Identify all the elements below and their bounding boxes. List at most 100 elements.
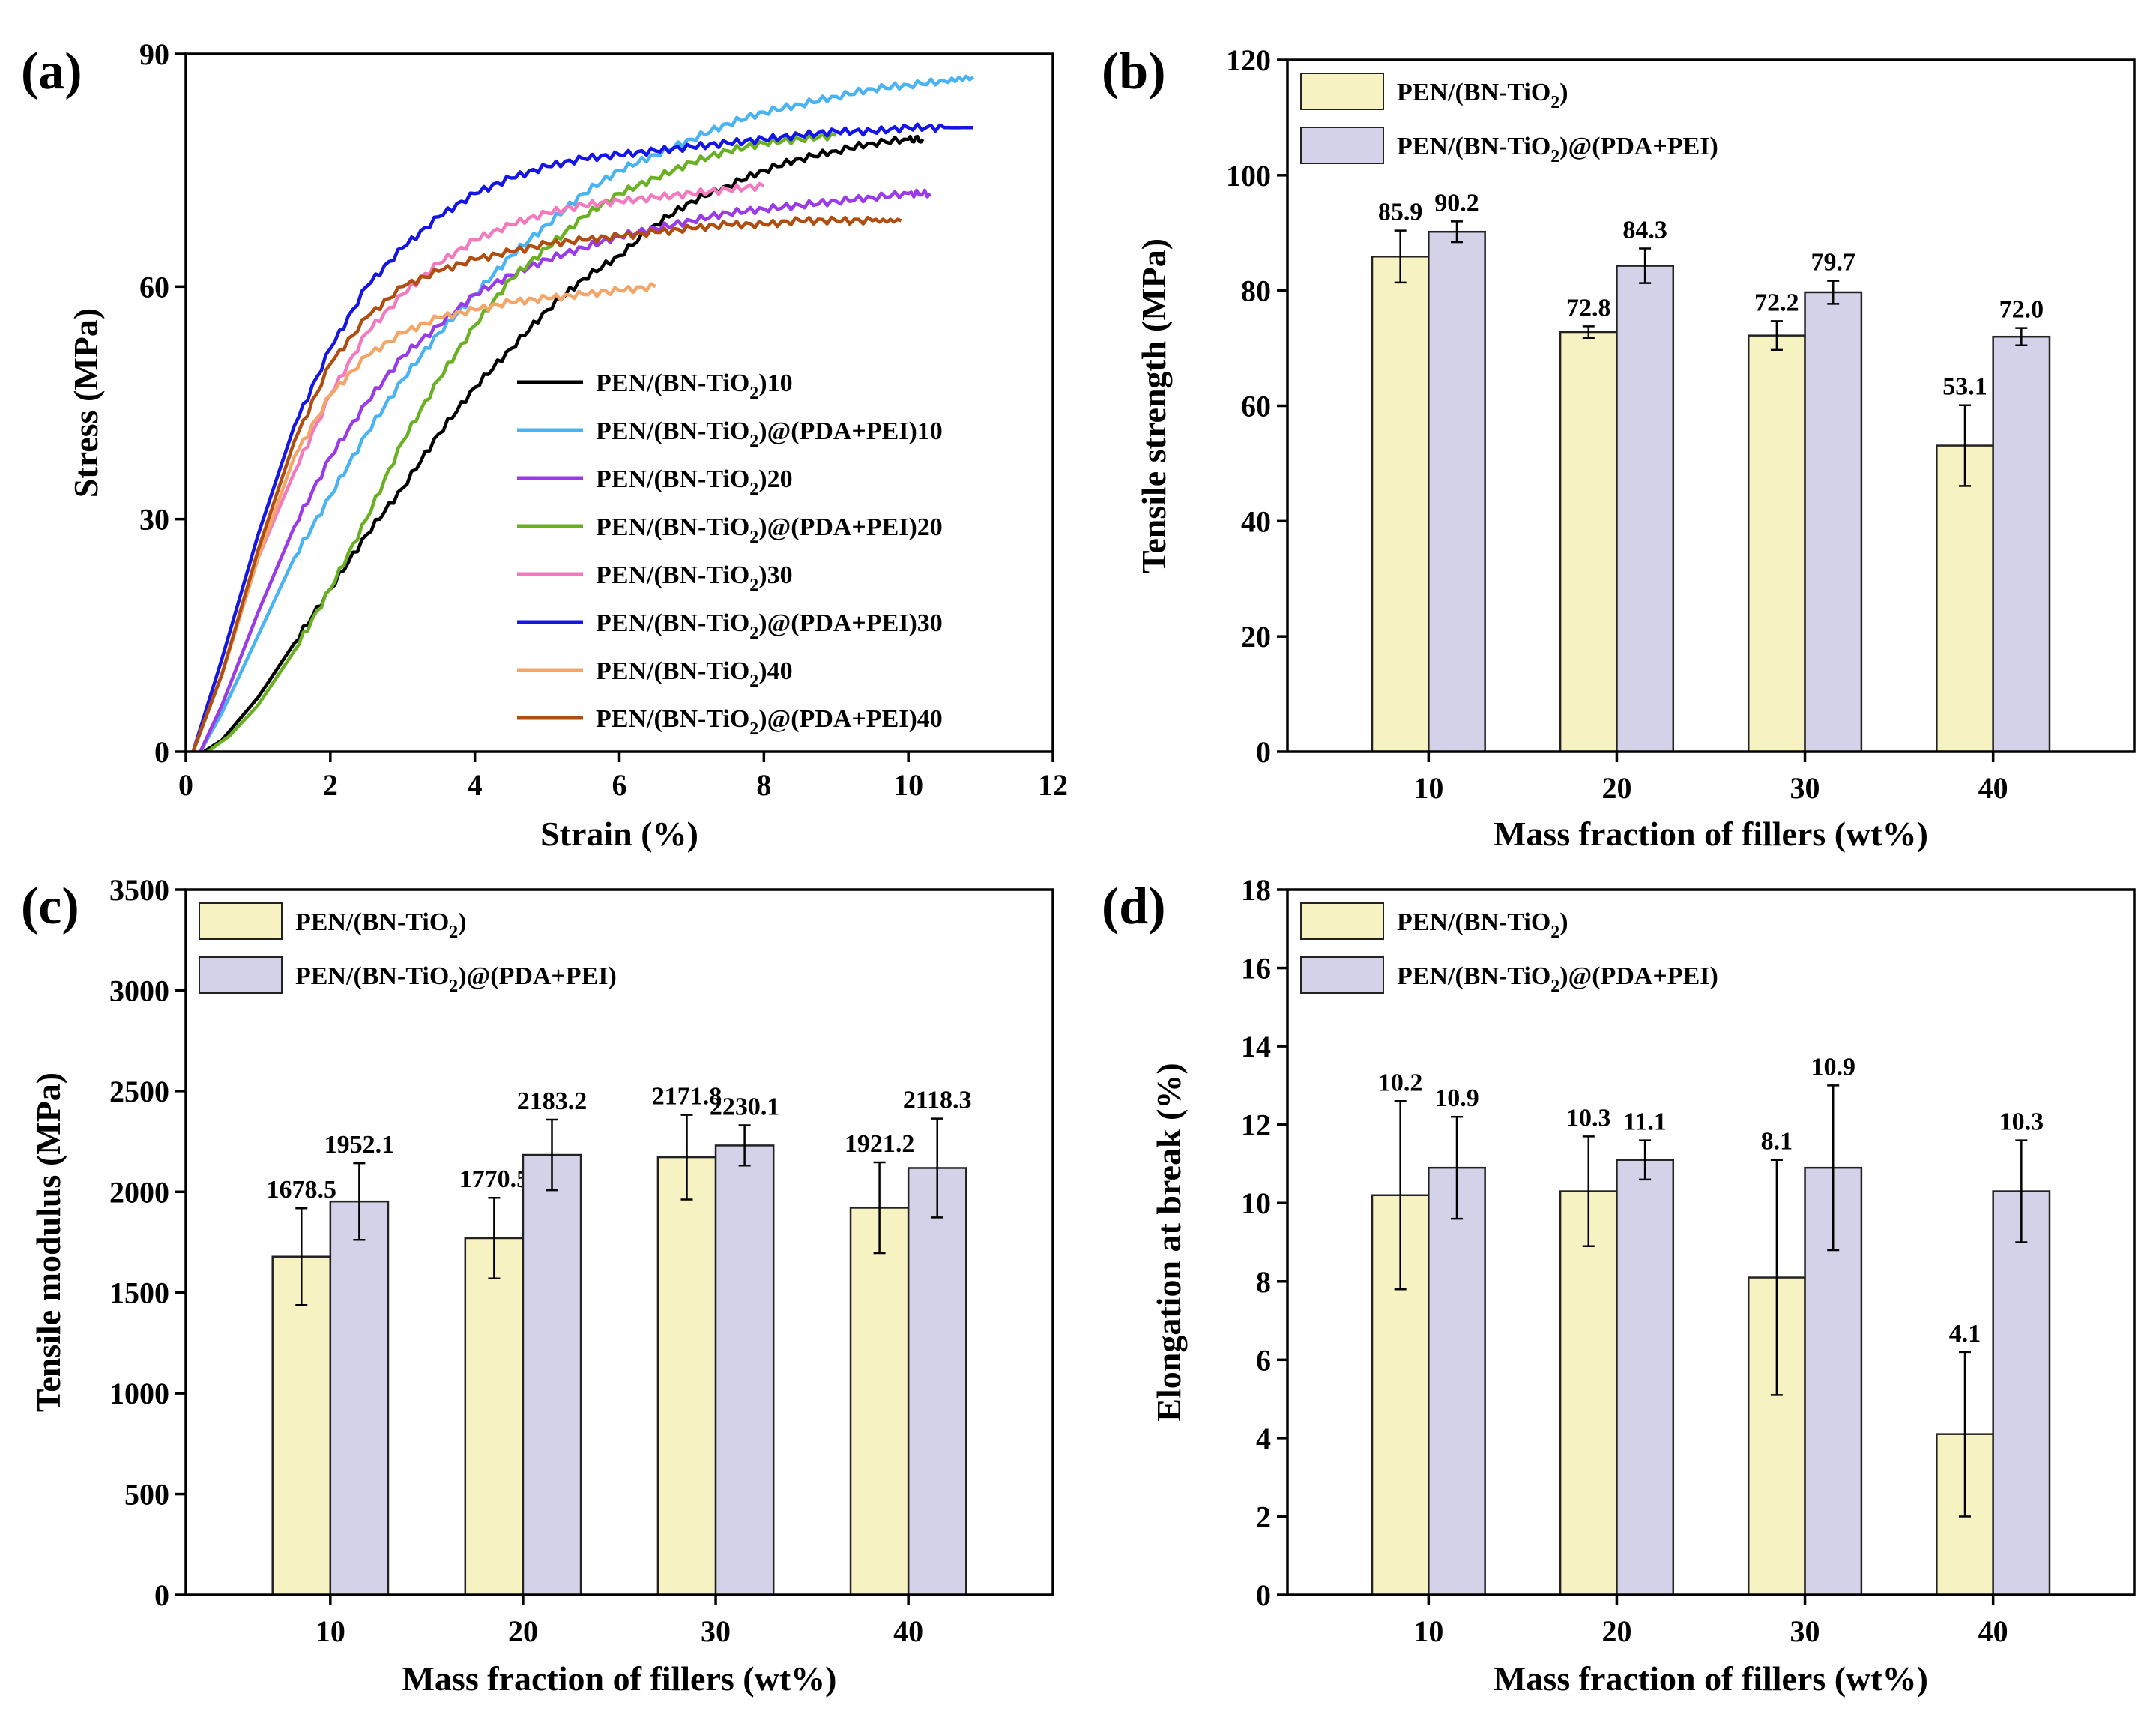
panel-b: 10 20 30 40 0 20 40 60 80 100 120 85.9 72.8 72.2 53.1 9… — [1102, 43, 2136, 853]
y-tick-label: 500 — [124, 1478, 169, 1512]
y-tick-label: 120 — [1226, 43, 1271, 77]
data-label: 72.0 — [1999, 296, 2044, 324]
legend-swatch — [1300, 127, 1384, 164]
x-tick-label: 20 — [1601, 1614, 1631, 1648]
x-tick-label: 10 — [893, 768, 923, 802]
data-label: 72.2 — [1754, 289, 1799, 316]
x-axis-title: Mass fraction of fillers (wt%) — [1494, 1659, 1928, 1698]
y-tick-label: 0 — [1256, 735, 1271, 769]
plot-frame — [184, 52, 1054, 753]
legend-text-part: )@(PDA+PEI)40 — [758, 705, 943, 733]
y-tick-label: 60 — [1241, 390, 1271, 423]
bar — [329, 1200, 390, 1596]
legend-swatch — [1300, 956, 1384, 994]
data-label: 10.3 — [1566, 1104, 1611, 1132]
data-label: 53.1 — [1942, 373, 1987, 401]
legend-swatch — [1300, 902, 1384, 940]
y-tick-label: 12 — [1241, 1108, 1271, 1142]
x-tick-label: 30 — [1790, 1614, 1820, 1648]
y-tick-label: 2000 — [109, 1175, 169, 1209]
legend-text-part: ) — [458, 908, 466, 936]
data-label: 10.9 — [1434, 1084, 1479, 1112]
data-label: 10.9 — [1811, 1053, 1855, 1081]
y-tick-label: 0 — [1256, 1578, 1271, 1612]
legend-text-part: PEN/(BN-TiO — [596, 609, 749, 637]
bar — [1992, 335, 2051, 753]
plot-frame — [184, 888, 1054, 1596]
panel-label: (b) — [1102, 43, 1166, 100]
plot-frame — [1286, 888, 2136, 1596]
data-label: 8.1 — [1761, 1128, 1793, 1156]
legend-label: PEN/(BN-TiO2)@(PDA+PEI) — [1397, 962, 1718, 996]
y-tick-label: 1000 — [109, 1377, 169, 1410]
legend-subscript: 2 — [749, 384, 758, 403]
data-label: 1678.5 — [267, 1176, 337, 1204]
legend-text-part: PEN/(BN-TiO — [596, 705, 749, 733]
legend-label: PEN/(BN-TiO2)@(PDA+PEI)10 — [596, 417, 943, 451]
data-label: 1921.2 — [845, 1130, 915, 1158]
legend-subscript: 2 — [749, 528, 758, 547]
series-line — [199, 74, 975, 753]
y-tick-label: 10 — [1241, 1186, 1271, 1220]
legend-text-part: PEN/(BN-TiO — [1397, 79, 1550, 106]
legend-label: PEN/(BN-TiO2)@(PDA+PEI)20 — [596, 513, 943, 547]
x-tick-label: 4 — [468, 768, 483, 802]
legend-swatch — [199, 902, 283, 940]
bar — [1371, 256, 1430, 753]
panel-label: (c) — [21, 878, 79, 935]
legend-text-part: ) — [1559, 79, 1568, 106]
legend-text-part: PEN/(BN-TiO — [596, 657, 749, 685]
bar — [1428, 230, 1486, 753]
data-label: 2230.1 — [710, 1093, 780, 1121]
bar — [714, 1144, 775, 1596]
legend-subscript: 2 — [1550, 923, 1559, 942]
series-line — [191, 122, 973, 752]
bar — [1428, 1166, 1486, 1596]
legend-label: PEN/(BN-TiO2)@(PDA+PEI) — [1397, 133, 1718, 166]
legend-swatch — [199, 956, 283, 994]
y-axis-title: Tensile strength (MPa) — [1135, 238, 1173, 573]
legend-subscript: 2 — [449, 923, 458, 942]
bar — [849, 1207, 910, 1596]
bar — [1559, 331, 1618, 753]
bar — [656, 1156, 717, 1596]
legend-label: PEN/(BN-TiO2)@(PDA+PEI)40 — [596, 705, 943, 739]
y-tick-label: 0 — [154, 735, 169, 769]
panel-d: 10 20 30 40 0 2 4 6 8 10 12 14 16 18 10.2 10.3 8.1 4.1 10.… — [1102, 873, 2136, 1698]
data-label: 2118.3 — [903, 1087, 972, 1114]
legend-subscript: 2 — [749, 480, 758, 499]
y-axis-title: Elongation at break (%) — [1150, 1063, 1188, 1421]
legend-label: PEN/(BN-TiO2) — [295, 908, 467, 942]
panel-a: 0 2 4 6 8 10 120306090PEN/(BN-TiO2)10PEN/(BN-T… — [21, 37, 1068, 853]
x-tick-label: 20 — [1601, 771, 1631, 805]
bar — [1616, 1159, 1675, 1596]
x-tick-label: 10 — [1413, 1614, 1443, 1648]
series-line — [191, 282, 656, 752]
legend-text-part: )40 — [758, 657, 792, 685]
data-label: 79.7 — [1811, 249, 1855, 277]
x-tick-label: 40 — [1978, 1614, 2008, 1648]
legend-subscript: 2 — [749, 432, 758, 451]
x-tick-label: 40 — [893, 1614, 923, 1648]
y-tick-label: 16 — [1241, 952, 1271, 986]
bar — [1804, 291, 1863, 753]
legend-label: PEN/(BN-TiO2)30 — [596, 561, 793, 595]
legend-text-part: PEN/(BN-TiO — [596, 465, 749, 493]
legend-subscript: 2 — [1550, 93, 1559, 112]
y-axis-title: Stress (MPa) — [67, 308, 105, 498]
legend-label: PEN/(BN-TiO2)40 — [596, 657, 793, 691]
series-line — [206, 132, 837, 753]
x-axis-title: Strain (%) — [540, 815, 698, 853]
y-tick-label: 6 — [1256, 1343, 1271, 1377]
legend-text-part: )@(PDA+PEI)30 — [758, 609, 943, 637]
bar — [907, 1167, 967, 1596]
data-label: 2183.2 — [517, 1087, 588, 1115]
y-axis-title: Tensile modulus (MPa) — [29, 1072, 67, 1412]
x-tick-label: 0 — [178, 768, 193, 802]
x-tick-label: 20 — [508, 1614, 538, 1648]
x-tick-label: 30 — [701, 1614, 731, 1648]
y-tick-label: 20 — [1241, 620, 1271, 654]
x-axis-title: Mass fraction of fillers (wt%) — [1494, 815, 1928, 853]
bar — [1992, 1190, 2051, 1596]
